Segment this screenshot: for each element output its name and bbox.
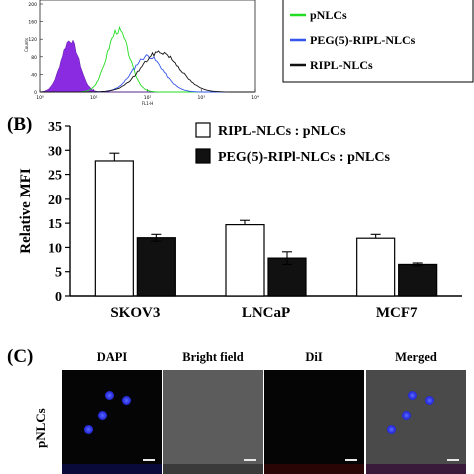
next-row-strip [163, 464, 263, 474]
scale-bar [143, 459, 155, 461]
legend-label: RIPL-NLCs [310, 58, 373, 72]
nucleus [425, 396, 434, 405]
category-label: SKOV3 [110, 305, 160, 321]
bar [136, 237, 176, 297]
image-dii [264, 370, 364, 470]
y-tick-label: 30 [48, 144, 62, 159]
column-header-dapi: DAPI [96, 350, 128, 364]
nucleus [387, 425, 396, 434]
legend-label: PEG(5)-RIPL-NLCs [310, 33, 416, 47]
histogram-legend-box [282, 0, 474, 83]
y-tick-label: 120 [28, 37, 37, 43]
bar [398, 263, 438, 297]
next-row-strip [62, 464, 162, 474]
panel-c-microscopy: DAPI Bright field DiI Merged pNLCs [0, 338, 474, 474]
y-axis-label: Relative MFI [18, 168, 34, 254]
y-axis-label: Counts [24, 38, 29, 52]
bar [94, 160, 134, 297]
scale-bar [244, 459, 256, 461]
image-bright-field [163, 370, 263, 470]
category-label: MCF7 [376, 305, 418, 321]
y-tick-label: 160 [28, 20, 37, 26]
y-tick-label: 80 [31, 55, 37, 61]
column-header-bright-field: Bright field [182, 350, 244, 364]
y-tick-label: 40 [31, 72, 37, 78]
row-label-pnlcs: pNLCs [33, 408, 48, 448]
panel-a-histogram: 0 40 80 120 160 200 10⁰ 10¹ 10² 10³ 10⁴ Counts FL1-H… [24, 0, 474, 106]
legend-swatch [195, 148, 211, 164]
ripl-nlcs-histogram-line [40, 50, 255, 93]
column-header-dii: DiI [305, 350, 323, 364]
nucleus [105, 391, 114, 400]
untreated-histogram-fill [39, 39, 255, 93]
panel-c-letter: (C) [7, 346, 34, 367]
y-tick-label: 35 [48, 120, 62, 135]
y-tick-label: 20 [48, 193, 62, 208]
y-tick-label: 200 [28, 2, 37, 8]
nucleus [122, 396, 131, 405]
x-axis-label: FL1-H [142, 101, 154, 106]
scale-bar [345, 459, 357, 461]
histogram-legend: pNLCs PEG(5)-RIPL-NLCs RIPL-NLCs [282, 0, 474, 83]
column-header-merged: Merged [395, 350, 437, 364]
nucleus [84, 425, 93, 434]
panel-b-bar-chart: 0 5 10 15 20 25 30 35 Relative MFI SKOV3 LNCaP MCF7… [18, 120, 462, 321]
image-merged [366, 370, 466, 470]
y-tick-label: 0 [34, 90, 37, 96]
bar [356, 237, 396, 297]
x-tick-label: 10⁰ [36, 95, 44, 101]
x-tick-label: 10¹ [90, 95, 98, 101]
legend-label: pNLCs [310, 8, 347, 22]
next-row-strip [264, 464, 364, 474]
x-tick-label: 10² [144, 95, 152, 101]
x-tick-label: 10⁴ [251, 95, 259, 101]
nucleus [402, 411, 411, 420]
bar-legend: RIPL-NLCs : pNLCs PEG(5)-RIPl-NLCs : pNLC… [195, 122, 390, 165]
panel-b-letter: (B) [7, 114, 33, 135]
histogram-plot-area: 0 40 80 120 160 200 10⁰ 10¹ 10² 10³ 10⁴ Counts FL1-H [24, 0, 259, 106]
legend-swatch [195, 122, 211, 138]
next-row-strip [366, 464, 466, 474]
scale-bar [447, 459, 459, 461]
x-tick-label: 10³ [197, 95, 205, 101]
y-tick-label: 0 [55, 290, 62, 305]
nucleus [98, 411, 107, 420]
bar-marks [94, 152, 438, 297]
bar-axes: 0 5 10 15 20 25 30 35 Relative MFI SKOV3 LNCaP MCF7 [18, 120, 462, 321]
image-dapi [62, 370, 162, 470]
y-tick-label: 25 [48, 169, 62, 184]
y-tick-label: 5 [55, 266, 62, 281]
category-label: LNCaP [242, 305, 290, 321]
legend-label: RIPL-NLCs : pNLCs [218, 124, 346, 139]
y-tick-label: 10 [48, 241, 62, 256]
legend-label: PEG(5)-RIPl-NLCs : pNLCs [218, 150, 390, 165]
bar [225, 223, 265, 297]
nucleus [408, 391, 417, 400]
y-tick-label: 15 [48, 217, 62, 232]
